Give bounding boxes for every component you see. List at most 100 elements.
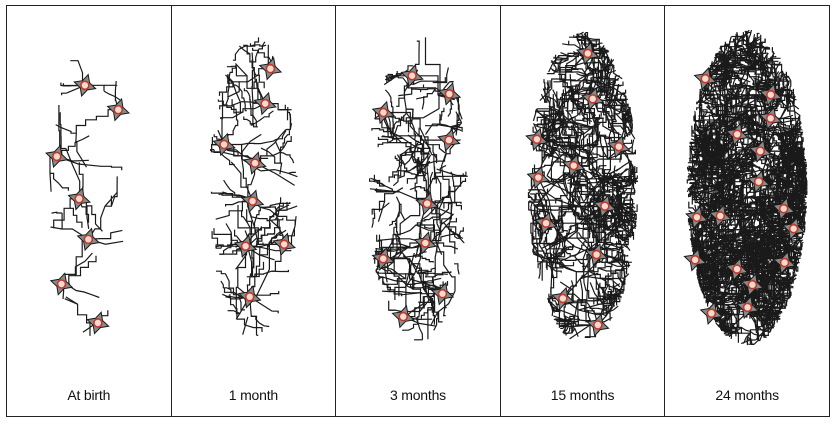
dendrite-branch xyxy=(745,164,755,170)
dendrite-branch xyxy=(737,253,744,262)
dendrite-group xyxy=(527,31,638,340)
dendrite-branch xyxy=(588,221,599,243)
dendrite-branch xyxy=(612,280,621,288)
dendrite-branch xyxy=(550,172,576,207)
dendrite-branch xyxy=(570,98,594,119)
dendrite-branch xyxy=(420,224,435,229)
dendrite-branch xyxy=(569,207,589,220)
dendrite-branch xyxy=(379,276,383,280)
dendrite-branch xyxy=(603,165,616,180)
dendrite-branch xyxy=(711,146,726,163)
dendrite-branch xyxy=(393,132,431,155)
neuron-nucleus xyxy=(692,212,703,223)
dendrite-branch xyxy=(748,30,753,43)
dendrite-branch xyxy=(732,310,739,328)
neuron-nucleus xyxy=(582,48,593,59)
dendrite-branch xyxy=(592,165,607,173)
dendrite-branch xyxy=(573,155,591,177)
dendrite-branch xyxy=(615,241,623,261)
dendrite-branch xyxy=(714,273,726,286)
dendrite-branch xyxy=(419,127,438,164)
dendrite-branch xyxy=(378,201,386,222)
dendrite-branch xyxy=(748,286,760,299)
dendrite-branch xyxy=(736,57,752,64)
dendrite-branch xyxy=(746,188,767,200)
dendrite-branch xyxy=(742,229,763,237)
dendrite-branch xyxy=(753,264,772,279)
neuron-nucleus xyxy=(541,218,551,228)
dendrite-branch xyxy=(698,274,712,277)
dendrite-branch xyxy=(75,255,97,277)
dendrite-branch xyxy=(790,176,800,197)
neuron-nucleus xyxy=(249,158,260,168)
dendrite-branch xyxy=(103,90,121,101)
dendrite-branch xyxy=(571,117,579,144)
dendrite-branch xyxy=(432,77,447,84)
neuron-nucleus xyxy=(754,176,764,187)
neuron-nucleus xyxy=(533,172,543,183)
dendrite-branch xyxy=(771,186,786,191)
dendrite-branch xyxy=(596,246,624,252)
dendrite-branch xyxy=(445,67,450,84)
dendrite-branch xyxy=(728,58,757,71)
dendrite-branch xyxy=(250,70,254,104)
dendrite-branch xyxy=(231,99,238,121)
dendrite-branch xyxy=(704,95,715,110)
neuron-nucleus xyxy=(52,151,62,162)
dendrite-branch xyxy=(423,141,430,204)
dendrite-branch xyxy=(531,204,544,220)
dendrite-branch xyxy=(414,141,420,158)
dendrite-branch xyxy=(764,153,776,174)
dendrite-branch xyxy=(548,119,554,143)
dendrite-branch xyxy=(733,103,752,109)
dendrite-branch xyxy=(222,179,240,196)
neuron-nucleus xyxy=(265,63,275,74)
dendrite-branch xyxy=(287,171,296,174)
dendrite-branch xyxy=(392,106,395,138)
neuron-nucleus xyxy=(700,73,711,84)
dendrite-branch xyxy=(699,181,718,190)
dendrite-branch xyxy=(772,126,799,137)
panel-15-months: 15 months xyxy=(499,6,665,416)
dendrite-branch xyxy=(391,116,403,133)
dendrite-branch xyxy=(415,316,424,340)
dendrite-branch xyxy=(391,227,399,263)
dendrite-branch xyxy=(790,80,792,87)
dendrite-branch xyxy=(755,74,760,91)
dendrite-branch xyxy=(241,140,273,146)
neuron-nucleus xyxy=(732,264,743,274)
dendrite-branch xyxy=(234,63,266,104)
dendrite-branch xyxy=(556,110,564,125)
dendrite-branch xyxy=(238,45,250,55)
dendrite-branch xyxy=(689,141,698,145)
dendrite-branch xyxy=(697,171,716,176)
dendrite-branch xyxy=(242,44,254,63)
dendrite-branch xyxy=(567,142,592,161)
dendrite-branch xyxy=(532,110,537,122)
dendrite-branch xyxy=(601,101,617,122)
dendrite-branch xyxy=(750,52,770,78)
dendrite-branch xyxy=(764,278,776,305)
dendrite-branch xyxy=(65,148,81,200)
dendrite-branch xyxy=(783,85,795,95)
panel-caption: 1 month xyxy=(228,387,278,403)
dendrite-branch xyxy=(578,124,582,144)
dendrite-branch xyxy=(217,99,240,113)
dendrite-branch xyxy=(592,152,608,157)
dendrite-branch xyxy=(781,169,787,194)
neuron-nucleus xyxy=(437,288,448,299)
dendrite-branch xyxy=(714,246,725,252)
dendrite-branch xyxy=(218,232,232,255)
dendrite-branch xyxy=(740,138,751,156)
dendrite-branch xyxy=(614,99,623,120)
dendrite-branch xyxy=(775,72,784,90)
dendrite-branch xyxy=(88,229,123,240)
dendrite-branch xyxy=(589,307,609,313)
dendrite-branch xyxy=(530,201,534,219)
dendrite-branch xyxy=(277,204,289,211)
dendrite-branch xyxy=(731,120,750,130)
dendrite-branch xyxy=(594,61,611,74)
dendrite-branch xyxy=(721,71,732,90)
panel-at-birth: At birth xyxy=(7,6,171,416)
dendrite-branch xyxy=(765,198,771,214)
